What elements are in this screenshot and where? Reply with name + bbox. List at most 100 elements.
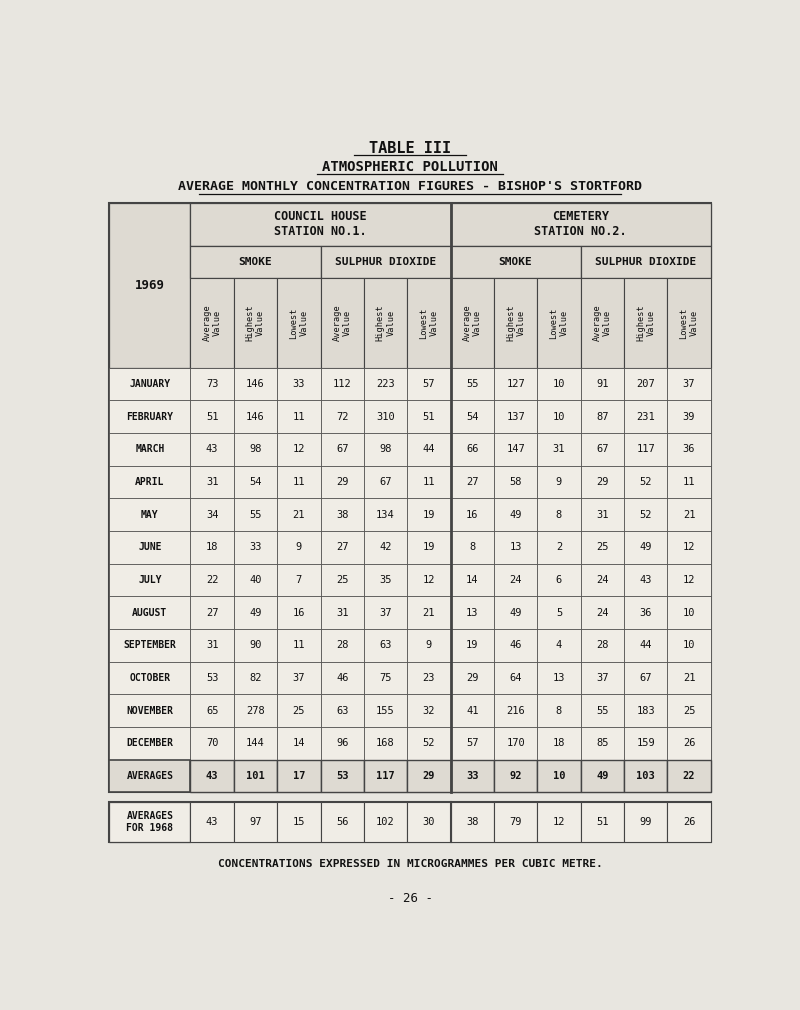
Bar bbox=[450, 245, 581, 279]
Bar bbox=[321, 727, 364, 760]
Text: 85: 85 bbox=[596, 738, 609, 748]
Text: 27: 27 bbox=[336, 542, 349, 552]
Text: 21: 21 bbox=[422, 608, 435, 618]
Bar bbox=[110, 564, 190, 596]
Text: 147: 147 bbox=[506, 444, 525, 454]
Bar bbox=[624, 531, 667, 564]
Text: 8: 8 bbox=[469, 542, 475, 552]
Bar bbox=[234, 760, 277, 793]
Bar bbox=[538, 564, 581, 596]
Bar bbox=[277, 727, 321, 760]
Bar bbox=[234, 802, 277, 842]
Text: 57: 57 bbox=[466, 738, 478, 748]
Text: 155: 155 bbox=[376, 706, 395, 716]
Bar bbox=[234, 466, 277, 498]
Bar bbox=[407, 564, 450, 596]
Bar bbox=[190, 498, 234, 531]
Bar bbox=[407, 368, 450, 400]
Text: 159: 159 bbox=[636, 738, 655, 748]
Text: 98: 98 bbox=[250, 444, 262, 454]
Text: 9: 9 bbox=[426, 640, 432, 650]
Bar bbox=[321, 802, 364, 842]
Text: 54: 54 bbox=[466, 412, 478, 422]
Text: 16: 16 bbox=[293, 608, 305, 618]
Text: 70: 70 bbox=[206, 738, 218, 748]
Bar bbox=[234, 498, 277, 531]
Text: JULY: JULY bbox=[138, 575, 162, 585]
Text: 12: 12 bbox=[422, 575, 435, 585]
Bar bbox=[450, 400, 494, 433]
Bar bbox=[450, 727, 494, 760]
Bar bbox=[667, 279, 710, 368]
Text: 98: 98 bbox=[379, 444, 392, 454]
Text: 8: 8 bbox=[556, 510, 562, 520]
Bar bbox=[407, 662, 450, 694]
Text: Average
Value: Average Value bbox=[202, 305, 222, 341]
Bar bbox=[110, 368, 190, 400]
Bar bbox=[494, 596, 538, 629]
Bar bbox=[624, 564, 667, 596]
Text: 42: 42 bbox=[379, 542, 392, 552]
Text: 90: 90 bbox=[250, 640, 262, 650]
Text: 11: 11 bbox=[293, 477, 305, 487]
Bar bbox=[110, 760, 190, 793]
Bar bbox=[538, 662, 581, 694]
Text: 55: 55 bbox=[596, 706, 609, 716]
Bar bbox=[624, 662, 667, 694]
Bar bbox=[624, 466, 667, 498]
Text: 11: 11 bbox=[682, 477, 695, 487]
Bar bbox=[667, 596, 710, 629]
Bar bbox=[667, 662, 710, 694]
Text: 67: 67 bbox=[336, 444, 349, 454]
Bar bbox=[667, 466, 710, 498]
Bar bbox=[321, 662, 364, 694]
Bar bbox=[190, 368, 234, 400]
Bar bbox=[494, 760, 538, 793]
Bar bbox=[277, 433, 321, 466]
Text: Highest
Value: Highest Value bbox=[506, 305, 526, 341]
Bar bbox=[450, 433, 494, 466]
Text: 25: 25 bbox=[293, 706, 305, 716]
Bar bbox=[277, 596, 321, 629]
Bar bbox=[407, 531, 450, 564]
Text: 24: 24 bbox=[596, 575, 609, 585]
Text: 55: 55 bbox=[466, 379, 478, 389]
Bar bbox=[321, 466, 364, 498]
Text: 144: 144 bbox=[246, 738, 265, 748]
Text: 19: 19 bbox=[422, 542, 435, 552]
Text: 19: 19 bbox=[466, 640, 478, 650]
Bar bbox=[277, 564, 321, 596]
Bar bbox=[450, 279, 494, 368]
Text: 102: 102 bbox=[376, 817, 395, 827]
Text: 31: 31 bbox=[596, 510, 609, 520]
Text: JUNE: JUNE bbox=[138, 542, 162, 552]
Text: 18: 18 bbox=[553, 738, 566, 748]
Text: SULPHUR DIOXIDE: SULPHUR DIOXIDE bbox=[335, 257, 436, 267]
Bar bbox=[110, 662, 190, 694]
Bar bbox=[450, 498, 494, 531]
Bar bbox=[581, 498, 624, 531]
Bar bbox=[624, 400, 667, 433]
Text: 38: 38 bbox=[336, 510, 349, 520]
Bar bbox=[190, 694, 234, 727]
Text: AVERAGES: AVERAGES bbox=[126, 771, 174, 781]
Text: 134: 134 bbox=[376, 510, 395, 520]
Bar bbox=[407, 279, 450, 368]
Bar bbox=[624, 802, 667, 842]
Bar bbox=[321, 596, 364, 629]
Text: 56: 56 bbox=[336, 817, 349, 827]
Bar bbox=[581, 400, 624, 433]
Bar bbox=[581, 662, 624, 694]
Text: 33: 33 bbox=[250, 542, 262, 552]
Text: 41: 41 bbox=[466, 706, 478, 716]
Text: 29: 29 bbox=[466, 673, 478, 683]
Text: 97: 97 bbox=[250, 817, 262, 827]
Text: 36: 36 bbox=[639, 608, 652, 618]
Bar bbox=[581, 531, 624, 564]
Bar bbox=[364, 802, 407, 842]
Text: 52: 52 bbox=[422, 738, 435, 748]
Text: 36: 36 bbox=[682, 444, 695, 454]
Text: 10: 10 bbox=[682, 640, 695, 650]
Bar bbox=[277, 400, 321, 433]
Bar bbox=[494, 466, 538, 498]
